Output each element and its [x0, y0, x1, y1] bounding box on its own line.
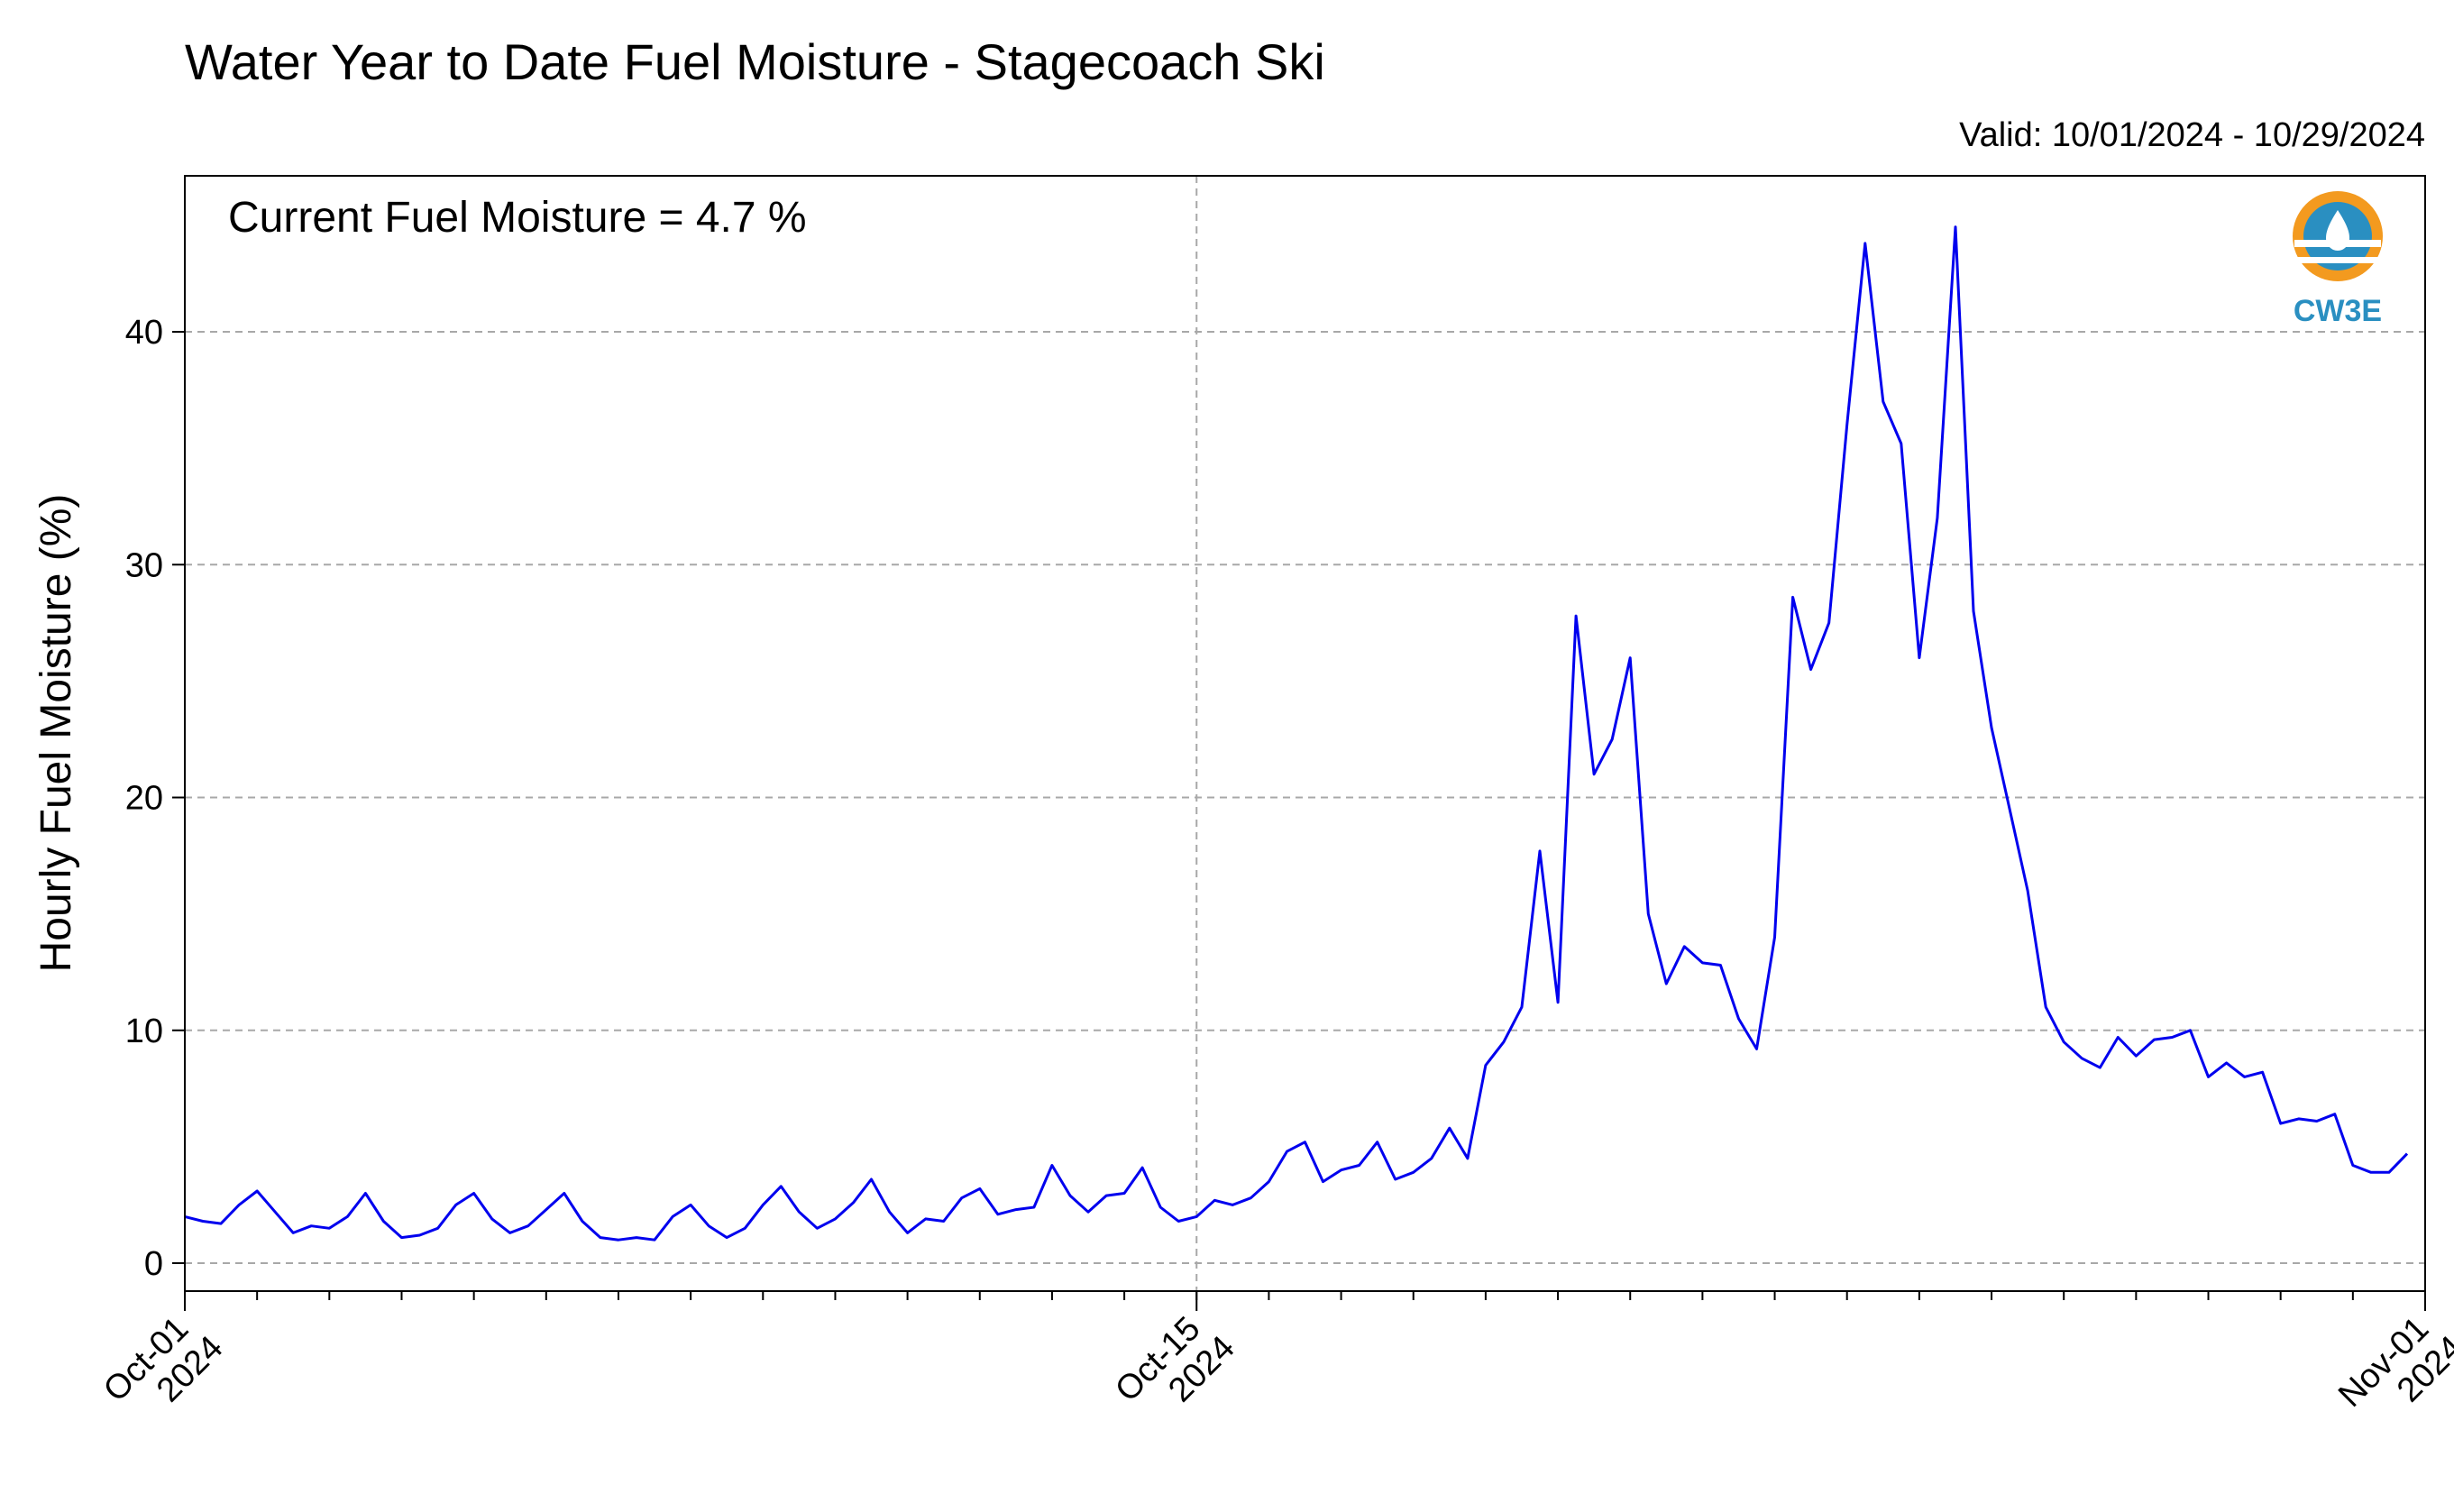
y-tick-label: 40: [125, 314, 163, 352]
current-moisture-annotation: Current Fuel Moisture = 4.7 %: [228, 194, 807, 242]
plot-frame: [184, 175, 2426, 1292]
y-tick-label: 30: [125, 546, 163, 584]
y-tick-label: 20: [125, 780, 163, 818]
plot-area: [185, 176, 2425, 1291]
y-axis: 0 10 20 30 40: [125, 314, 185, 1283]
y-axis-label: Hourly Fuel Moisture (%): [32, 494, 80, 973]
series-group: [184, 225, 2409, 1242]
chart-subtitle: Valid: 10/01/2024 - 10/29/2024: [1959, 116, 2425, 154]
logo-text: CW3E: [2294, 294, 2382, 328]
y-tick-label: 0: [144, 1245, 163, 1283]
cw3e-logo: CW3E: [2293, 191, 2383, 328]
water-drop-icon: [2326, 210, 2349, 251]
fuel-moisture-line: [184, 225, 2409, 1242]
y-tick-label: 10: [125, 1013, 163, 1050]
chart-title: Water Year to Date Fuel Moisture - Stage…: [185, 33, 1325, 90]
